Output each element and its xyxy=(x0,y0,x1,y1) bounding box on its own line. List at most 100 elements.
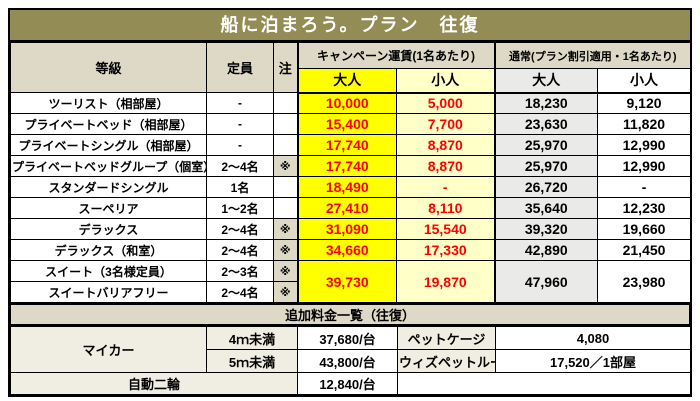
normal-child-price: 12,990 xyxy=(597,155,692,177)
grade-cell: デラックス xyxy=(10,218,207,240)
normal-adult-price: 25,970 xyxy=(493,134,599,156)
grade-cell: プライベートベッドグループ（個室） xyxy=(10,155,207,177)
note-cell xyxy=(273,92,298,114)
campaign-adult-price: 39,730 xyxy=(296,260,397,303)
campaign-child-price: 8,870 xyxy=(395,155,496,177)
campaign-adult-price: 27,410 xyxy=(296,197,397,219)
note-cell xyxy=(273,113,298,135)
note-cell: ※ xyxy=(273,155,298,177)
empty-cell xyxy=(397,372,691,395)
capacity-cell: - xyxy=(206,92,274,114)
table-row: プライベートベッド（相部屋） - 15,400 7,700 23,630 11,… xyxy=(10,113,692,135)
normal-adult-price: 18,230 xyxy=(493,92,599,114)
normal-child-price: 12,230 xyxy=(597,197,692,219)
grade-cell: デラックス（和室） xyxy=(10,239,207,261)
capacity-cell: - xyxy=(206,113,274,135)
note-cell xyxy=(273,176,298,198)
campaign-child-price: 15,540 xyxy=(395,218,496,240)
car-price-cell: 43,800/台 xyxy=(297,349,398,373)
extra-fee-table: マイカー 4ｍ未満 37,680/台 ペットケージ 4,080 5ｍ未満 43,… xyxy=(10,326,691,395)
grade-header: 等級 xyxy=(10,42,207,93)
capacity-cell: 1～2名 xyxy=(206,197,274,219)
campaign-child-price: 17,330 xyxy=(395,239,496,261)
note-cell: ※ xyxy=(273,218,298,240)
note-cell: ※ xyxy=(273,260,298,282)
note-header: 注 xyxy=(273,42,298,93)
capacity-cell: 1名 xyxy=(206,176,274,198)
pet-item-label: ウィズペットルーム xyxy=(397,349,496,373)
table-row: デラックス（和室） 2～4名 ※ 34,660 17,330 42,890 21… xyxy=(10,239,692,261)
normal-child-price: 19,660 xyxy=(597,218,692,240)
car-size-cell: 5ｍ未満 xyxy=(206,349,298,373)
normal-adult-price: 35,640 xyxy=(493,197,599,219)
normal-adult-price: 25,970 xyxy=(493,155,599,177)
note-cell: ※ xyxy=(273,281,298,303)
motorcycle-price: 12,840/台 xyxy=(297,372,398,395)
normal-adult-price: 26,720 xyxy=(493,176,599,198)
table-row: スイートバリアフリー 2～4名 ※ xyxy=(10,281,691,303)
table-row: プライベートシングル（相部屋） - 17,740 8,870 25,970 12… xyxy=(10,134,692,156)
table-row: スーペリア 1～2名 27,410 8,110 35,640 12,230 xyxy=(10,197,692,219)
campaign-adult-price: 17,740 xyxy=(296,155,397,177)
grade-cell: スイートバリアフリー xyxy=(10,281,207,303)
grade-cell: プライベートベッド（相部屋） xyxy=(10,113,207,135)
normal-fare-header: 通常(プラン割引適用・1名あたり) xyxy=(493,42,692,69)
table-row: 5ｍ未満 43,800/台 ウィズペットルーム 17,520／1部屋 xyxy=(11,349,691,373)
pet-item-price: 4,080 xyxy=(495,326,691,350)
table-row: ツーリスト（相部屋） - 10,000 5,000 18,230 9,120 xyxy=(10,92,692,114)
campaign-adult-header: 大人 xyxy=(296,68,397,94)
grade-cell: ツーリスト（相部屋） xyxy=(10,92,207,114)
campaign-adult-price: 15,400 xyxy=(296,113,397,135)
normal-adult-price: 39,320 xyxy=(493,218,599,240)
campaign-child-price: 7,700 xyxy=(395,113,496,135)
pet-item-price: 17,520／1部屋 xyxy=(495,349,691,373)
note-cell: ※ xyxy=(273,239,298,261)
campaign-adult-price: 34,660 xyxy=(296,239,397,261)
fare-table: 等級 定員 注 キャンペーン運賃(1名あたり) 通常(プラン割引適用・1名あたり… xyxy=(10,42,692,303)
note-cell xyxy=(273,197,298,219)
grade-cell: スーペリア xyxy=(10,197,207,219)
normal-child-price: - xyxy=(597,176,692,198)
campaign-adult-price: 17,740 xyxy=(296,134,397,156)
normal-adult-price: 23,630 xyxy=(493,113,599,135)
page-title: 船に泊まろう。プラン 往復 xyxy=(10,10,690,42)
capacity-cell: 2～4名 xyxy=(206,218,274,240)
pet-item-label: ペットケージ xyxy=(397,326,496,350)
extra-fee-title: 追加料金一覧（往復） xyxy=(10,303,690,326)
note-cell xyxy=(273,134,298,156)
campaign-child-price: 8,110 xyxy=(395,197,496,219)
mycar-label: マイカー xyxy=(10,326,207,373)
normal-child-price: 21,450 xyxy=(597,239,692,261)
extra-fee-header-bar: 追加料金一覧（往復） xyxy=(10,303,690,326)
grade-cell: スイート（3名様定員） xyxy=(10,260,207,282)
grade-cell: スタンダードシングル xyxy=(10,176,207,198)
normal-adult-price: 42,890 xyxy=(493,239,599,261)
table-row: スイート（3名様定員） 2～3名 ※ 39,730 19,870 47,960 … xyxy=(10,260,692,303)
table-row: スタンダードシングル 1名 18,490 - 26,720 - xyxy=(10,176,692,198)
campaign-child-price: 8,870 xyxy=(395,134,496,156)
capacity-cell: - xyxy=(206,134,274,156)
campaign-adult-price: 31,090 xyxy=(296,218,397,240)
table-row: デラックス 2～4名 ※ 31,090 15,540 39,320 19,660 xyxy=(10,218,692,240)
capacity-cell: 2～4名 xyxy=(206,281,274,303)
campaign-child-header: 小人 xyxy=(395,68,496,94)
car-size-cell: 4ｍ未満 xyxy=(206,326,298,350)
header-row-age: 大人 小人 大人 小人 xyxy=(11,68,692,94)
campaign-adult-price: 10,000 xyxy=(296,92,397,114)
normal-child-header: 小人 xyxy=(597,68,692,94)
header-row-groups: 等級 定員 注 キャンペーン運賃(1名あたり) 通常(プラン割引適用・1名あたり… xyxy=(10,42,692,93)
normal-child-price: 11,820 xyxy=(597,113,692,135)
normal-child-price: 12,990 xyxy=(597,134,692,156)
capacity-header: 定員 xyxy=(206,42,274,93)
normal-child-price: 9,120 xyxy=(597,92,692,114)
capacity-cell: 2～4名 xyxy=(206,155,274,177)
capacity-cell: 2～3名 xyxy=(206,260,274,282)
normal-adult-price: 47,960 xyxy=(493,260,599,303)
normal-child-price: 23,980 xyxy=(597,260,692,303)
campaign-child-price: - xyxy=(395,176,496,198)
grade-cell: プライベートシングル（相部屋） xyxy=(10,134,207,156)
table-row: 自動二輪 12,840/台 xyxy=(10,372,691,395)
motorcycle-label: 自動二輪 xyxy=(10,372,298,395)
normal-adult-header: 大人 xyxy=(493,68,599,94)
plan-fare-panel: 船に泊まろう。プラン 往復 等級 定員 注 キャンペーン運賃(1名あたり) 通常… xyxy=(8,8,692,397)
